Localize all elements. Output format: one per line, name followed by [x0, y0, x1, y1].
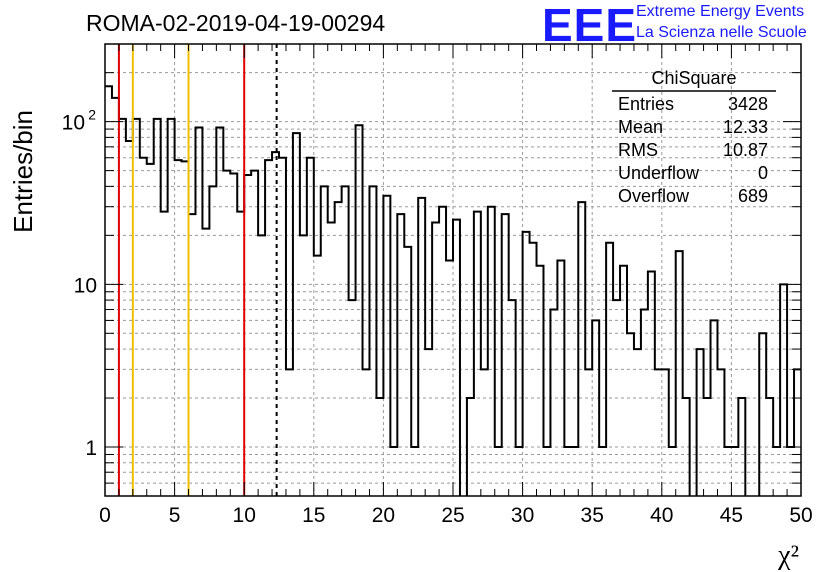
x-tick-label: 50	[789, 504, 812, 527]
x-tick-label: 10	[233, 504, 256, 527]
y-tick-label: 1	[85, 437, 97, 460]
stats-label: Entries	[618, 94, 674, 114]
histogram-outline	[105, 85, 801, 496]
axis-ticks	[104, 43, 802, 497]
eee-logo: EEE	[542, 0, 638, 51]
stats-value: 3428	[728, 94, 768, 114]
stats-value: 0	[758, 163, 768, 183]
run-title: ROMA-02-2019-04-19-00294	[86, 10, 386, 36]
y-tick-label: 10	[62, 112, 85, 135]
reference-lines	[117, 44, 278, 496]
x-tick-label: 20	[372, 504, 395, 527]
logo-line-1: Extreme Energy Events	[636, 3, 805, 20]
y-tick-label: 10	[74, 274, 97, 297]
x-tick-label: 30	[511, 504, 534, 527]
logo-line-2: La Scienza nelle Scuole	[636, 24, 807, 41]
grid-lines	[105, 44, 801, 496]
stats-label: RMS	[618, 140, 658, 160]
y-axis-label: Entries/bin	[8, 110, 38, 233]
stats-title: ChiSquare	[651, 68, 736, 88]
stats-box: ChiSquare Entries 3428 Mean 12.33 RMS 10.87 Un…	[612, 68, 776, 206]
stats-value: 10.87	[723, 140, 768, 160]
stats-value: 12.33	[723, 117, 768, 137]
x-tick-label: 15	[302, 504, 325, 527]
x-tick-label: 5	[169, 504, 181, 527]
x-tick-label: 35	[581, 504, 604, 527]
y-tick-exponent: 2	[88, 107, 96, 123]
x-tick-label: 40	[650, 504, 673, 527]
x-tick-label: 0	[99, 504, 111, 527]
stats-label: Overflow	[618, 186, 690, 206]
x-tick-label: 25	[441, 504, 464, 527]
stats-label: Underflow	[618, 163, 700, 183]
x-axis-label: χ²	[777, 540, 799, 571]
stats-value: 689	[738, 186, 768, 206]
stats-label: Mean	[618, 117, 663, 137]
histogram-bars	[105, 85, 801, 496]
x-tick-label: 45	[720, 504, 743, 527]
